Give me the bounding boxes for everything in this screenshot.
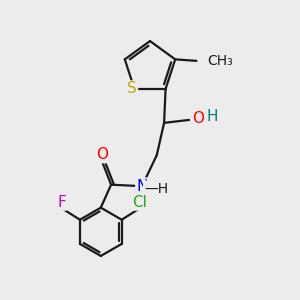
Text: CH₃: CH₃ [208, 54, 233, 68]
Text: O: O [96, 147, 108, 162]
Text: O: O [192, 111, 204, 126]
Text: —H: —H [144, 182, 168, 196]
Text: S: S [127, 82, 137, 97]
Text: F: F [57, 195, 66, 210]
Text: N: N [136, 179, 148, 194]
Text: H: H [207, 110, 218, 124]
Text: Cl: Cl [133, 195, 147, 210]
